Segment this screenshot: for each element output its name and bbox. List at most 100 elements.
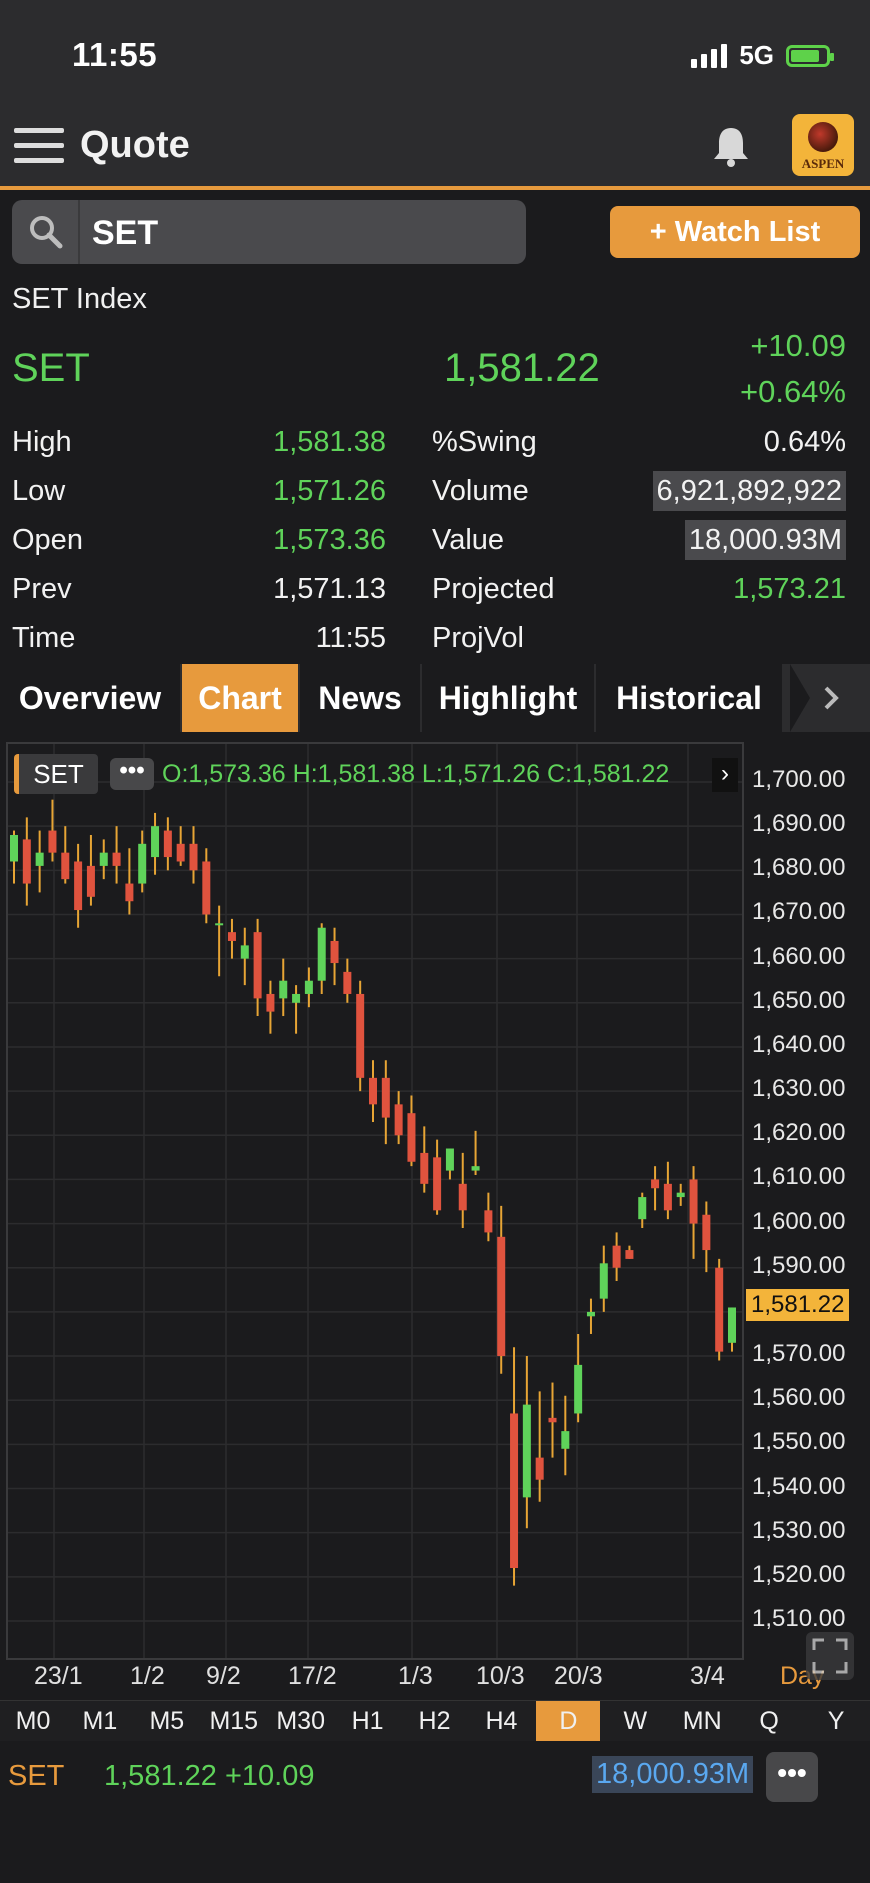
tab-news[interactable]: News — [300, 664, 420, 732]
candle — [561, 1395, 570, 1476]
candle — [189, 826, 198, 884]
quote-value-1: 1,571.26 — [273, 475, 386, 507]
period-m1[interactable]: M1 — [82, 1707, 118, 1735]
price-tick-label: 1,570.00 — [752, 1340, 846, 1368]
tab-overview[interactable]: Overview — [0, 664, 180, 732]
menu-icon[interactable] — [14, 128, 64, 168]
candle — [317, 923, 326, 994]
quote-tabs: Overview Chart News Highlight Historical — [0, 664, 870, 732]
price-tick-label: 1,610.00 — [752, 1163, 846, 1191]
candle — [279, 958, 288, 1017]
battery-icon — [786, 44, 834, 67]
candle — [202, 848, 211, 924]
price-tick-label: 1,540.00 — [752, 1472, 846, 1500]
watch-list-button[interactable]: + Watch List — [610, 206, 860, 258]
price-tick-label: 1,520.00 — [752, 1560, 846, 1588]
quote-label-right-0: %Swing — [432, 426, 537, 458]
bottom-price-change: 1,581.22 +10.09 — [104, 1760, 315, 1792]
period-m15[interactable]: M15 — [209, 1707, 259, 1735]
index-name: SET Index — [12, 283, 147, 315]
chevron-right-icon[interactable] — [790, 664, 870, 732]
candle — [343, 958, 352, 1003]
chart-options-button[interactable]: ••• — [110, 758, 154, 790]
candle — [663, 1161, 672, 1220]
candle — [407, 1095, 416, 1167]
date-tick-label: 17/2 — [288, 1662, 337, 1690]
candle — [356, 980, 365, 1092]
candle — [535, 1391, 544, 1502]
quote-label-right-4: ProjVol — [432, 622, 524, 654]
period-h2[interactable]: H2 — [418, 1707, 451, 1735]
app-header: Quote ASPEN — [0, 110, 870, 190]
quote-label-3: Prev — [12, 573, 72, 605]
network-label: 5G — [739, 40, 774, 70]
price-tick-label: 1,660.00 — [752, 942, 846, 970]
price-tick-label: 1,630.00 — [752, 1075, 846, 1103]
date-tick-label: 3/4 — [690, 1662, 725, 1690]
expand-icon[interactable] — [806, 1632, 854, 1680]
tab-highlight[interactable]: Highlight — [422, 664, 594, 732]
chart-area[interactable] — [6, 742, 744, 1660]
quote-value-right-3: 1,573.21 — [733, 573, 846, 605]
candle — [548, 1382, 557, 1458]
period-q[interactable]: Q — [759, 1707, 779, 1735]
chart-symbol-chip[interactable]: SET — [14, 754, 98, 794]
tab-chart[interactable]: Chart — [182, 664, 298, 732]
price-tick-label: 1,560.00 — [752, 1384, 846, 1412]
bell-icon[interactable] — [708, 122, 754, 172]
candle — [612, 1232, 621, 1281]
period-h4[interactable]: H4 — [485, 1707, 518, 1735]
more-options-button[interactable]: ••• — [766, 1752, 818, 1802]
period-d[interactable]: D — [536, 1701, 601, 1741]
candle — [484, 1192, 493, 1242]
current-price-label: 1,581.22 — [746, 1288, 850, 1321]
quote-value-right-0: 0.64% — [763, 426, 846, 458]
candle — [497, 1205, 506, 1374]
quote-label-right-3: Projected — [432, 573, 555, 605]
chevron-right-icon[interactable]: › — [712, 758, 738, 792]
price-tick-label: 1,690.00 — [752, 810, 846, 838]
candle — [510, 1347, 519, 1586]
period-h1[interactable]: H1 — [351, 1707, 384, 1735]
quote-label-1: Low — [12, 475, 66, 507]
tab-historical[interactable]: Historical — [596, 664, 782, 732]
candle — [138, 830, 147, 893]
period-m0[interactable]: M0 — [15, 1707, 51, 1735]
candle — [676, 1183, 685, 1206]
period-mn[interactable]: MN — [682, 1707, 722, 1735]
price-tick-label: 1,650.00 — [752, 986, 846, 1014]
period-selector: M0 M1 M5 M15 M30 H1 H2 H4 D W MN Q Y — [0, 1700, 870, 1741]
candle — [458, 1152, 467, 1228]
candle — [292, 985, 301, 1034]
quote-value-0: 1,581.38 — [273, 426, 386, 458]
price-tick-label: 1,700.00 — [752, 766, 846, 793]
candle — [381, 1060, 390, 1145]
period-w[interactable]: W — [623, 1707, 648, 1735]
price-tick-label: 1,670.00 — [752, 898, 846, 926]
candlestick-chart[interactable] — [8, 744, 742, 1658]
candle — [112, 826, 121, 884]
quote-label-4: Time — [12, 622, 76, 654]
search-input[interactable]: SET — [12, 200, 526, 264]
candle — [61, 826, 70, 884]
candle — [586, 1298, 595, 1334]
price-change-percent: +0.64% — [739, 374, 846, 409]
candle — [574, 1333, 583, 1423]
candle — [48, 799, 57, 862]
symbol: SET — [12, 346, 90, 390]
candle — [176, 826, 185, 866]
candle — [10, 830, 18, 884]
date-tick-label: 1/2 — [130, 1662, 165, 1690]
price-tick-label: 1,530.00 — [752, 1516, 846, 1544]
period-y[interactable]: Y — [827, 1707, 845, 1735]
period-m30[interactable]: M30 — [276, 1707, 325, 1735]
candle — [394, 1091, 403, 1145]
period-m5[interactable]: M5 — [149, 1707, 185, 1735]
logo-text: ASPEN — [801, 156, 845, 171]
price-tick-label: 1,680.00 — [752, 854, 846, 882]
candle — [330, 927, 339, 986]
aspen-logo[interactable]: ASPEN — [792, 114, 854, 176]
candle — [215, 905, 224, 977]
search-value: SET — [92, 214, 159, 252]
candle — [471, 1130, 480, 1176]
